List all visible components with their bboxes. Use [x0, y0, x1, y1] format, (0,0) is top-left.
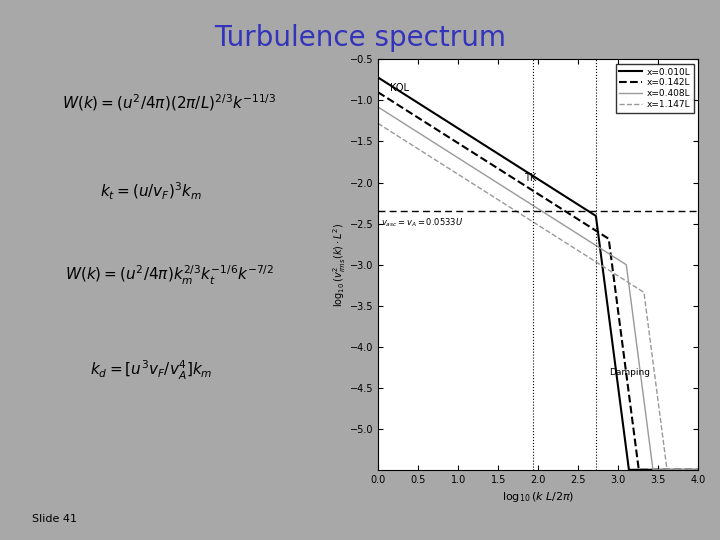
- x=0.010L: [483, 144, 492, 150]
- x=0.408L: [663, 467, 672, 473]
- x=0.408L: [374, 104, 382, 110]
- x=0.408L: [662, 467, 671, 473]
- x=0.142L: [655, 467, 664, 473]
- x=0.408L: [694, 467, 703, 473]
- x=0.010L: [503, 157, 512, 163]
- Text: $k_t = (u/v_F)^3 k_m$: $k_t = (u/v_F)^3 k_m$: [100, 181, 202, 202]
- x=0.408L: [399, 120, 408, 126]
- Legend: x=0.010L, x=0.142L, x=0.408L, x=1.147L: x=0.010L, x=0.142L, x=0.408L, x=1.147L: [616, 64, 694, 112]
- x=0.010L: [650, 467, 659, 473]
- x=0.010L: [625, 467, 634, 473]
- x=0.142L: [634, 467, 643, 473]
- Text: TK: TK: [523, 173, 536, 183]
- Line: x=0.010L: x=0.010L: [378, 77, 698, 470]
- Text: $W(k) = (u^2/4\pi)(2\pi/L)^{2/3}k^{-11/3}$: $W(k) = (u^2/4\pi)(2\pi/L)^{2/3}k^{-11/3…: [62, 92, 276, 113]
- x=0.408L: [505, 187, 514, 194]
- x=0.010L: [649, 467, 658, 473]
- x=0.142L: [694, 467, 703, 473]
- Line: x=0.142L: x=0.142L: [378, 92, 698, 470]
- x=1.147L: [671, 467, 680, 473]
- x=1.147L: [694, 467, 703, 473]
- Text: $W(k) = (u^2/4\pi)k_m^{2/3}k_t^{-1/6}k^{-7/2}$: $W(k) = (u^2/4\pi)k_m^{2/3}k_t^{-1/6}k^{…: [65, 264, 274, 287]
- Text: Turbulence spectrum: Turbulence spectrum: [214, 24, 506, 52]
- Text: $v_{asc}=v_A=0.0533U$: $v_{asc}=v_A=0.0533U$: [381, 216, 463, 229]
- x=0.142L: [593, 228, 601, 234]
- x=1.147L: [663, 467, 672, 473]
- x=0.142L: [374, 89, 382, 96]
- x=1.147L: [520, 213, 528, 219]
- x=0.408L: [530, 203, 539, 210]
- Text: Slide 41: Slide 41: [32, 514, 78, 524]
- x=0.010L: [374, 74, 382, 80]
- x=0.142L: [492, 164, 501, 171]
- Line: x=0.408L: x=0.408L: [378, 107, 698, 470]
- X-axis label: $\log_{10}(k\ L/2\pi)$: $\log_{10}(k\ L/2\pi)$: [502, 490, 575, 504]
- x=1.147L: [670, 467, 679, 473]
- x=1.147L: [374, 120, 382, 127]
- x=0.142L: [655, 467, 664, 473]
- x=1.147L: [546, 230, 555, 237]
- Text: Damping: Damping: [608, 368, 649, 377]
- Text: $k_d = [u^3 v_F/v_A^4]k_m$: $k_d = [u^3 v_F/v_A^4]k_m$: [90, 359, 212, 381]
- x=0.010L: [395, 87, 403, 94]
- x=0.142L: [396, 103, 405, 110]
- Text: KOL: KOL: [390, 83, 409, 92]
- x=0.010L: [694, 467, 703, 473]
- x=0.142L: [514, 178, 523, 185]
- Line: x=1.147L: x=1.147L: [378, 124, 698, 470]
- x=0.408L: [649, 467, 658, 473]
- x=1.147L: [629, 282, 637, 288]
- Y-axis label: $\log_{10}(v^2_{rms}(k)\cdot L^2)$: $\log_{10}(v^2_{rms}(k)\cdot L^2)$: [331, 222, 348, 307]
- x=0.010L: [580, 205, 588, 211]
- x=1.147L: [401, 138, 410, 144]
- x=0.408L: [610, 254, 618, 260]
